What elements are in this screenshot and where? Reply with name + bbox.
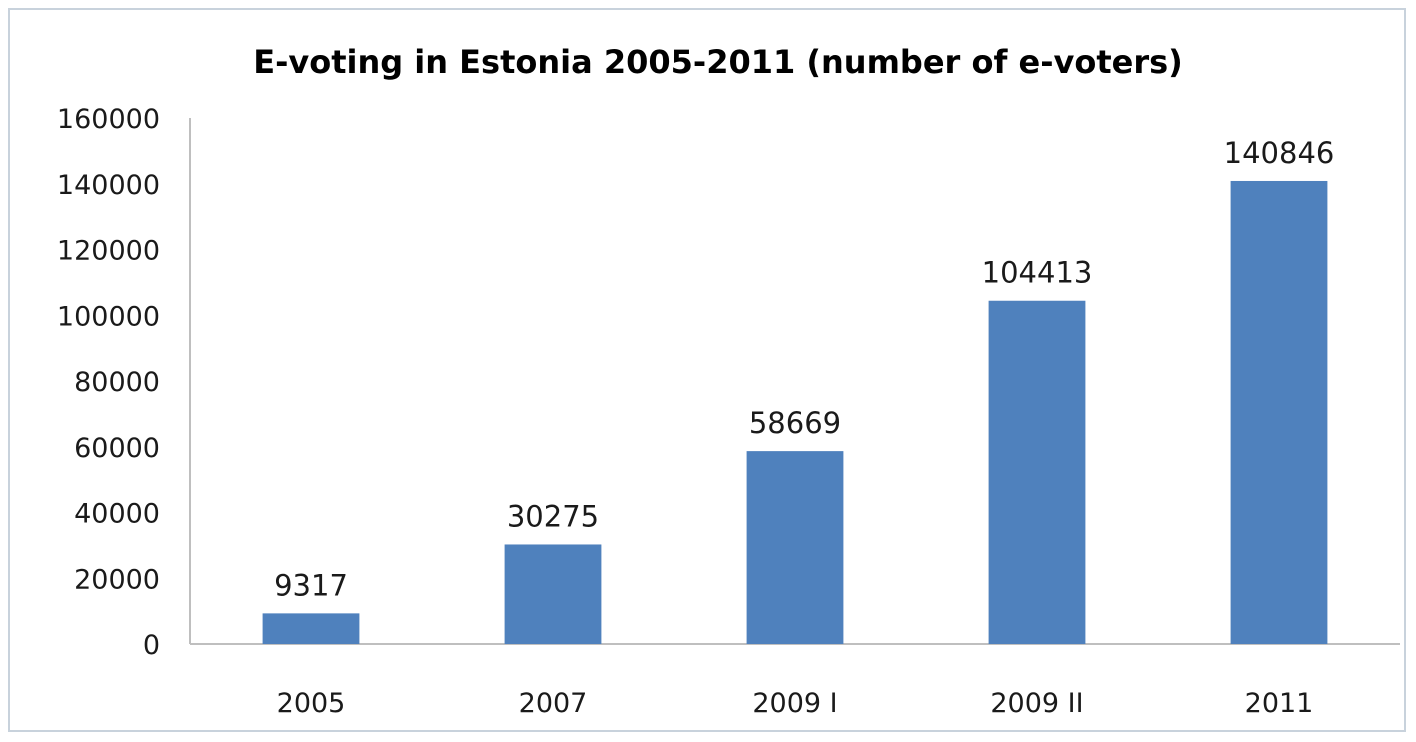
bar <box>988 300 1086 644</box>
x-tick-label: 2007 <box>519 688 588 719</box>
x-tick-label: 2005 <box>277 688 346 719</box>
y-tick-label: 40000 <box>74 499 160 530</box>
bar <box>1230 180 1328 644</box>
data-label: 104413 <box>982 256 1093 290</box>
y-tick-label: 80000 <box>74 367 160 398</box>
y-tick-label: 120000 <box>57 236 160 267</box>
x-tick-label: 2009 II <box>990 688 1083 719</box>
y-tick-label: 60000 <box>74 433 160 464</box>
y-tick-label: 0 <box>143 630 160 661</box>
data-label: 58669 <box>749 406 841 440</box>
y-tick-label: 160000 <box>57 104 160 135</box>
x-axis: 2005 2007 2009 I 2009 II 2011 <box>190 643 1400 719</box>
x-tick-label: 2009 I <box>752 688 837 719</box>
data-labels: 9317 30275 58669 104413 140846 <box>274 136 1334 602</box>
bar <box>504 544 602 644</box>
data-label: 9317 <box>274 568 348 602</box>
data-label: 30275 <box>507 499 599 533</box>
data-label: 140846 <box>1224 136 1335 170</box>
y-tick-label: 140000 <box>57 170 160 201</box>
y-tick-label: 20000 <box>74 564 160 595</box>
chart-title: E-voting in Estonia 2005-2011 (number of… <box>253 43 1183 81</box>
bar <box>746 451 844 644</box>
y-axis: 0 20000 40000 60000 80000 100000 120000 140000 1… <box>57 104 191 661</box>
bars <box>262 180 1328 644</box>
chart-frame: E-voting in Estonia 2005-2011 (number of… <box>8 8 1406 732</box>
x-tick-label: 2011 <box>1245 688 1314 719</box>
y-tick-label: 100000 <box>57 301 160 332</box>
bar-chart: E-voting in Estonia 2005-2011 (number of… <box>57 43 1400 719</box>
bar <box>262 613 360 644</box>
